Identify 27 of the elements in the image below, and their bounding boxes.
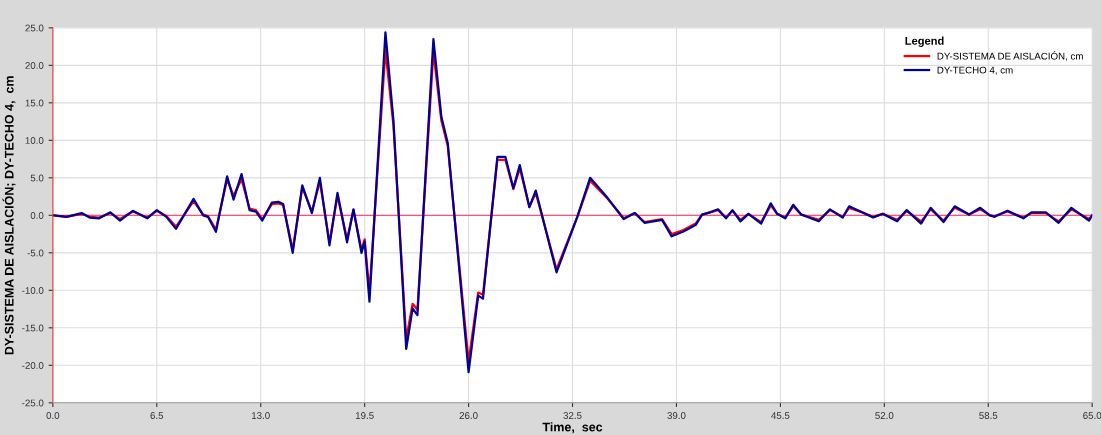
x-tick-label: 13.0	[252, 412, 270, 419]
legend-title: Legend	[905, 36, 944, 47]
x-tick-label: 58.5	[979, 412, 998, 419]
y-tick-label: 25.0	[25, 24, 44, 32]
y-tick-label: 0.0	[30, 212, 44, 219]
x-tick-label: 65.0	[1083, 412, 1101, 419]
x-tick-label: 52.0	[875, 412, 894, 419]
legend-label: DY-SISTEMA DE AISLACIÓN, cm	[937, 51, 1083, 61]
x-tick-label: 45.5	[771, 412, 790, 419]
x-tick-label: 32.5	[563, 412, 582, 419]
x-tick-label: 19.5	[355, 412, 374, 419]
y-tick-label: -5.0	[27, 249, 44, 257]
y-tick-label: 5.0	[30, 174, 44, 182]
y-tick-label: -10.0	[22, 287, 44, 294]
y-tick-label: -15.0	[22, 324, 44, 332]
x-tick-label: 26.0	[459, 412, 478, 419]
x-axis-title: Time, sec	[542, 422, 603, 434]
y-tick-label: 20.0	[25, 62, 44, 69]
y-tick-label: 10.0	[25, 137, 44, 144]
y-tick-label: -25.0	[22, 399, 44, 407]
legend-label: DY-TECHO 4, cm	[937, 66, 1013, 75]
x-tick-label: 0.0	[46, 412, 60, 419]
x-tick-label: 39.0	[667, 412, 686, 419]
y-axis-title: DY-SISTEMA DE AISLACIÓN; DY-TECHO 4, cm	[2, 76, 16, 355]
x-tick-label: 6.5	[150, 412, 164, 419]
y-tick-label: -20.0	[22, 362, 44, 369]
y-tick-label: 15.0	[25, 99, 44, 107]
